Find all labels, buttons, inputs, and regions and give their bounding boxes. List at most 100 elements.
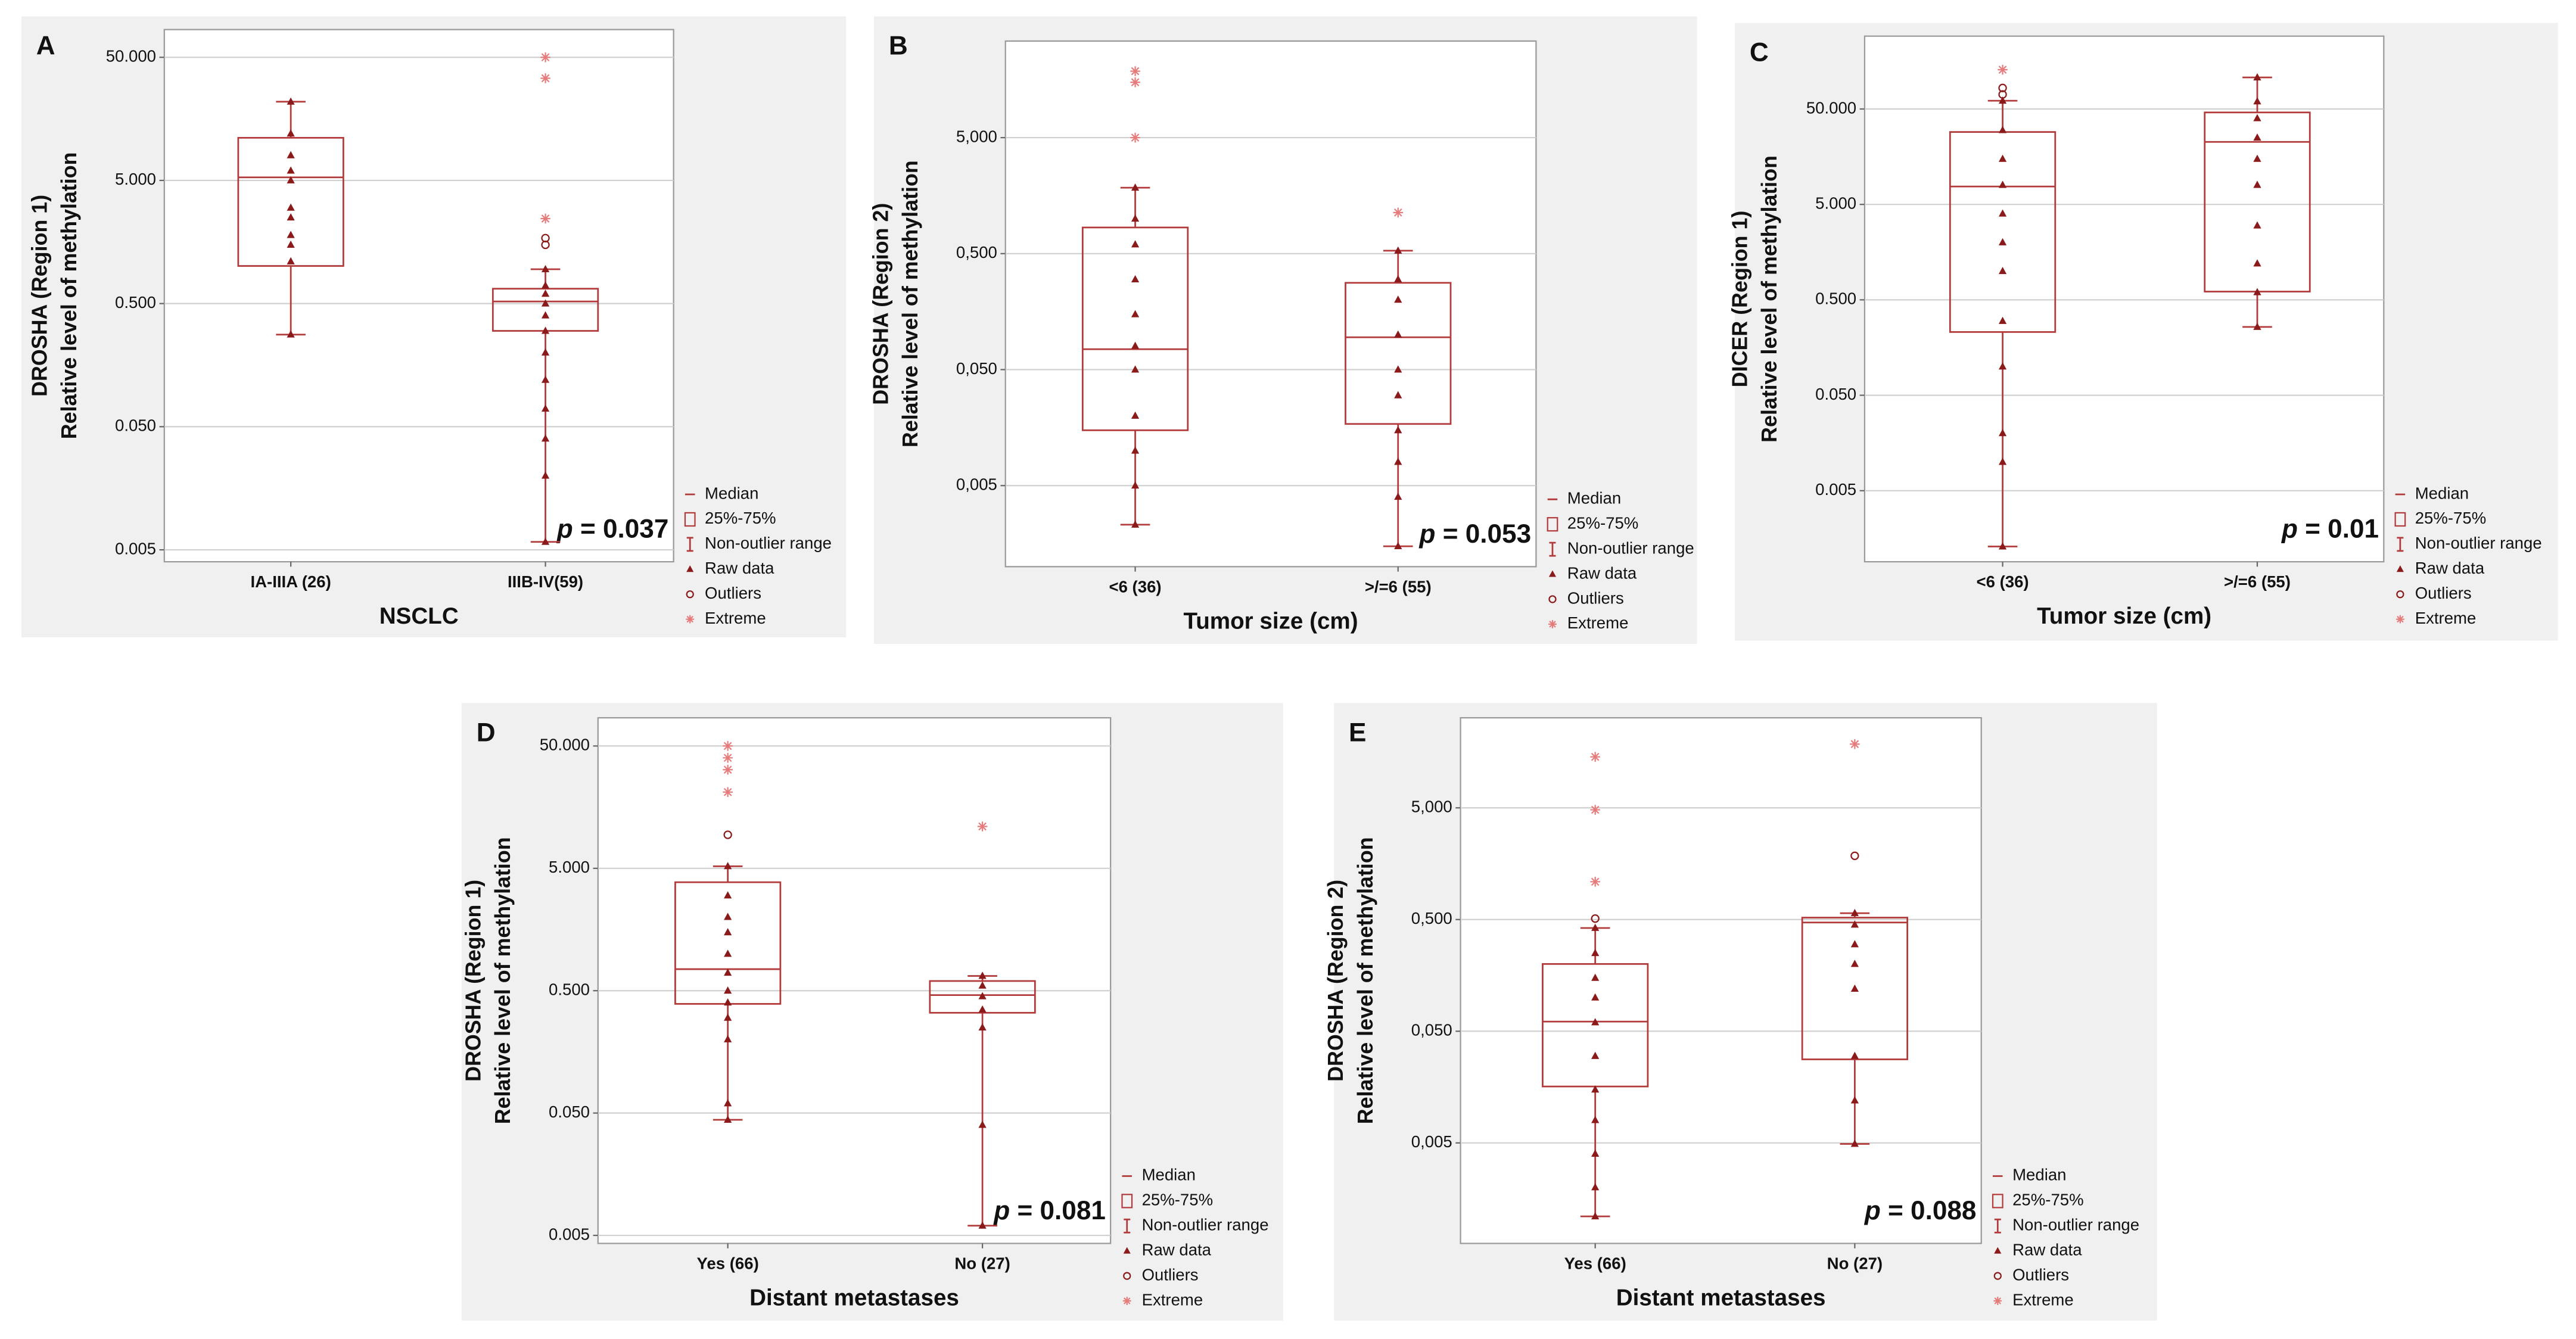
panel-letter: D [477,718,496,747]
extreme-stroke [1549,621,1556,628]
p-symbol: p [1864,1196,1881,1225]
box [1345,282,1452,425]
box [237,136,344,267]
legend-label: Median [1567,489,1621,507]
legend-label: Outliers [1142,1265,1199,1284]
raw-point [1998,154,2007,162]
raw-point [541,289,550,297]
y-tick-label: 5.000 [549,858,590,876]
raw-point [541,264,550,272]
y-axis-title: DROSHA (Region 2) [1324,880,1348,1082]
x-tick-label: No (27) [954,1254,1010,1273]
y-axis-title: DICER (Region 1) [1728,211,1752,388]
raw-point [1850,908,1859,917]
p-value: p = 0.081 [993,1196,1106,1225]
extreme-stroke [1998,66,2007,74]
legend-label: Non-outlier range [1142,1216,1269,1234]
y-tick-label: 0,050 [956,359,997,378]
x-axis-title: Distant metastases [749,1285,959,1310]
raw-point [1850,984,1859,992]
raw-point [541,434,550,442]
raw-point [724,1013,732,1021]
y-tick-label: 0,005 [956,475,997,494]
outlier [1591,914,1600,923]
x-tick-label: IIIB-IV(59) [508,572,583,591]
raw-point [1850,920,1859,928]
extreme [1590,805,1600,815]
raw-point [2253,322,2261,330]
y-tick-label: 0.050 [549,1103,590,1121]
panel: 5,000 0,500 0,050 0,005 B DROSHA (Region 2) Re… [869,16,1697,644]
x-tick-label: IA-IIIA (26) [250,572,331,591]
legend-label: Outliers [705,584,761,602]
raw-point [978,1005,987,1013]
raw-point [1591,1149,1600,1157]
y-tick-label: 0.050 [1815,385,1856,403]
x-axis-title: NSCLC [379,603,459,629]
raw-point [1591,1116,1600,1123]
raw-point [1131,310,1140,317]
x-tick-label: Yes (66) [1564,1254,1626,1273]
legend-label: Raw data [1567,563,1637,582]
p-rest: = 0.01 [2298,514,2379,543]
y-tick-label: 0.500 [1815,289,1856,308]
legend-label: Extreme [1142,1290,1203,1309]
raw-point [724,949,732,957]
legend-label: Raw data [2012,1240,2082,1259]
panel-letter: A [36,32,55,61]
legend-raw [686,565,694,572]
raw-point [2253,73,2261,81]
y-axis-title: Relative level of methylation [491,837,515,1124]
panel: 50.000 5.000 0.500 0.050 0.005 C DICER (Region… [1728,23,2558,641]
raw-point [1131,520,1140,528]
extreme [1393,207,1404,218]
legend-label: Extreme [2415,609,2477,627]
outlier [1998,90,2007,99]
p-value: p = 0.088 [1864,1196,1977,1225]
legend-label: Extreme [705,609,766,627]
legend-label: 25%-75% [705,509,776,527]
x-tick-label: <6 (36) [1109,578,1161,596]
raw-point [2253,288,2261,295]
extreme-stroke [978,822,987,831]
raw-point [1998,266,2007,275]
raw-point [724,986,732,994]
extreme-stroke [1131,67,1140,76]
p-rest: = 0.053 [1435,519,1531,549]
raw-point [1850,1139,1859,1147]
p-symbol: p [556,514,573,543]
extreme-stroke [1131,78,1140,86]
legend-raw [2396,565,2404,572]
raw-point [1131,183,1140,191]
box [1081,226,1189,431]
raw-point [1850,940,1859,948]
raw-point [287,213,295,221]
raw-point [1394,330,1402,338]
p-rest: = 0.088 [1881,1196,1977,1225]
y-axis-title: Relative level of methylation [57,152,81,439]
legend-label: Non-outlier range [1567,538,1694,557]
legend-label: 25%-75% [1142,1191,1214,1209]
raw-point [287,330,295,338]
y-tick-label: 0,500 [1411,909,1452,927]
extreme-stroke [723,753,732,762]
extreme [1130,132,1140,143]
extreme-stroke [1131,133,1140,142]
raw-point [1591,1051,1600,1059]
y-tick-label: 0,500 [956,243,997,261]
extreme [723,787,733,798]
raw-point [2253,154,2261,162]
raw-point [1131,365,1140,373]
legend-label: Median [705,484,758,502]
raw-point [287,129,295,137]
legend-outlier [1548,595,1557,603]
extreme [977,821,988,832]
p-symbol: p [2281,514,2298,543]
raw-point [287,231,295,238]
extreme [723,753,733,763]
raw-point [2253,259,2261,267]
legend-label: Median [2415,484,2469,502]
legend-label: Extreme [2012,1290,2074,1309]
raw-point [978,1120,987,1128]
